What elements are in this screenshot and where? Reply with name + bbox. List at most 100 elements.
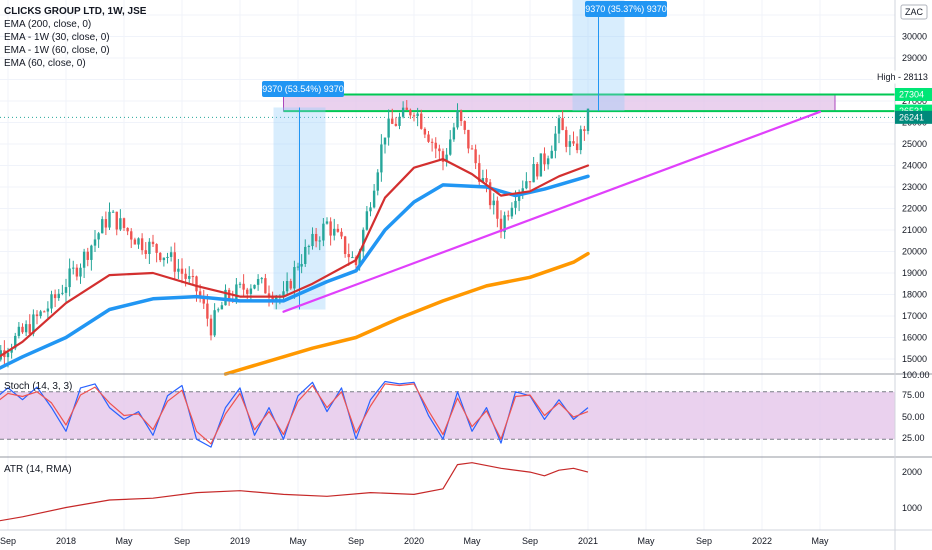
atr-tick-2000: 2000 — [902, 467, 922, 477]
candle-body — [198, 291, 202, 299]
annotation-zones — [273, 0, 895, 310]
candle-body — [536, 164, 539, 177]
oscillator-panes — [0, 380, 895, 525]
candle-body — [14, 335, 17, 349]
candle-body — [148, 241, 151, 255]
candle-body — [296, 266, 300, 268]
candle-body — [206, 303, 209, 319]
candle-body — [39, 311, 42, 317]
candle-body — [213, 310, 216, 336]
stoch-tick-50: 50.00 — [902, 412, 925, 422]
ema-200-line[interactable] — [223, 251, 590, 376]
candle-body — [220, 305, 224, 310]
candle-body — [420, 113, 423, 129]
candle-body — [325, 221, 329, 224]
legend-title[interactable]: CLICKS GROUP LTD, 1W, JSE — [4, 6, 147, 17]
legend-ema-200[interactable]: EMA (200, close, 0) — [4, 19, 91, 30]
candle-body — [267, 293, 271, 298]
candle-body — [293, 267, 296, 289]
candle-body — [111, 211, 115, 213]
candle-body — [57, 293, 60, 299]
high-label: High - 28113 — [877, 72, 928, 82]
candle-body — [64, 287, 68, 293]
candle-body — [300, 263, 303, 267]
price-tick-label: 20000 — [902, 246, 927, 256]
price-tick-label: 18000 — [902, 289, 927, 299]
candle-body — [32, 314, 35, 334]
candle-body — [253, 284, 256, 289]
candle-body — [53, 294, 57, 299]
ema-60-line[interactable] — [0, 174, 590, 378]
candle-body — [369, 207, 372, 212]
time-tick-label: Sep — [0, 536, 16, 546]
price-tick-label: 17000 — [902, 311, 927, 321]
candle-body — [122, 218, 126, 228]
candle-body — [108, 211, 111, 228]
candle-body — [289, 281, 292, 289]
candle-body — [137, 238, 140, 245]
candle-body — [61, 292, 64, 294]
legend-ema-1w-30[interactable]: EMA - 1W (30, close, 0) — [4, 32, 110, 43]
measure-label-1[interactable]: 9370 (53.54%) 9370 — [262, 81, 344, 97]
candle-body — [322, 223, 325, 241]
candle-body — [583, 129, 586, 131]
currency-badge[interactable] — [900, 4, 928, 20]
candle-body — [50, 294, 53, 309]
resistance-label: 27304 — [899, 89, 924, 99]
resistance-zone[interactable] — [283, 93, 836, 112]
stoch-tick-75: 75.00 — [902, 390, 925, 400]
time-tick-label: Sep — [696, 536, 712, 546]
candle-body — [412, 115, 416, 117]
candle-body — [79, 267, 82, 277]
stoch-d-line[interactable] — [0, 383, 589, 445]
time-tick-label: 2019 — [230, 536, 250, 546]
candle-body — [333, 228, 336, 236]
candle-body — [394, 123, 398, 126]
candle-body — [441, 151, 445, 162]
measure-label-2[interactable]: 9370 (35.37%) 9370 — [585, 1, 667, 17]
candle-body — [217, 309, 220, 311]
candle-body — [565, 130, 568, 147]
candle-body — [554, 133, 557, 151]
candle-body — [173, 252, 176, 272]
candle-body — [387, 118, 390, 138]
trendline[interactable] — [282, 110, 822, 313]
candle-body — [351, 257, 354, 259]
candle-body — [467, 129, 470, 149]
candle-body — [180, 268, 184, 274]
candle-body — [405, 107, 408, 110]
candle-body — [17, 326, 21, 336]
candle-body — [528, 181, 532, 183]
ema-30-line[interactable] — [0, 158, 590, 370]
stoch-title[interactable]: Stoch (14, 3, 3) — [4, 381, 72, 392]
candle-body — [383, 137, 387, 145]
candle-body — [318, 240, 321, 242]
price-tick-label: 16000 — [902, 332, 927, 342]
candle-body — [224, 289, 227, 306]
candle-body — [456, 110, 459, 128]
legend: CLICKS GROUP LTD, 1W, JSE EMA (200, clos… — [4, 6, 147, 69]
candle-body — [539, 153, 543, 177]
last-price-badge — [895, 110, 932, 124]
legend-ema-1w-60[interactable]: EMA - 1W (60, close, 0) — [4, 45, 110, 56]
candle-body — [260, 278, 263, 280]
candle-body — [151, 241, 155, 245]
price-tick-label: 24000 — [902, 161, 927, 171]
candle-body — [159, 252, 162, 261]
candle-body — [496, 200, 499, 219]
price-tick-label: 22000 — [902, 203, 927, 213]
candle-body — [362, 229, 365, 252]
atr-title[interactable]: ATR (14, RMA) — [4, 464, 72, 475]
candle-body — [372, 190, 376, 208]
candle-body — [202, 298, 205, 304]
candle-body — [409, 109, 412, 116]
atr-line[interactable] — [0, 462, 589, 525]
candle-body — [285, 281, 289, 292]
stoch-tick-25: 25.00 — [902, 433, 925, 443]
candle-body — [140, 238, 144, 251]
candle-body — [329, 221, 332, 236]
legend-ema-60[interactable]: EMA (60, close, 0) — [4, 58, 86, 69]
candle-body — [144, 250, 147, 255]
price-tick-label: 30000 — [902, 32, 927, 42]
